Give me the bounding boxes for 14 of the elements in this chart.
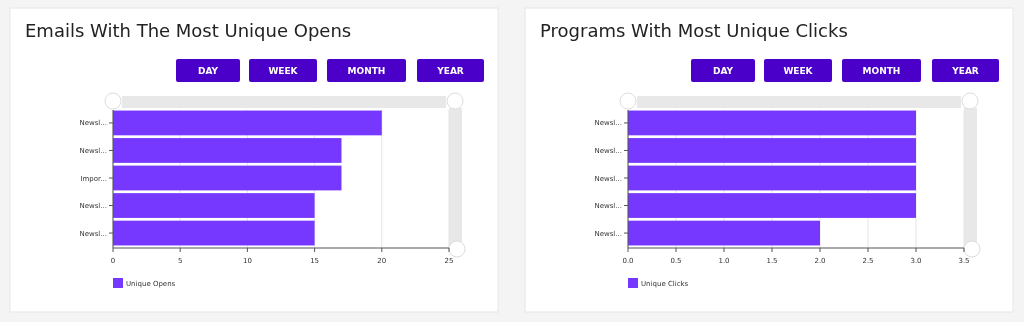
- period-button: WEEK: [249, 59, 317, 82]
- chart-title: Emails With The Most Unique Opens: [25, 20, 352, 41]
- chart-title: Programs With Most Unique Clicks: [540, 20, 848, 41]
- bar: [113, 220, 315, 246]
- bar: [113, 165, 342, 191]
- period-button: DAY: [691, 59, 755, 82]
- bar: [113, 138, 342, 163]
- period-button: DAY: [176, 59, 240, 82]
- period-button: YEAR: [417, 59, 484, 82]
- period-button: YEAR: [932, 59, 999, 82]
- bar: [113, 193, 315, 218]
- period-button: MONTH: [842, 59, 921, 82]
- period-button: MONTH: [327, 59, 406, 82]
- period-button: WEEK: [764, 59, 832, 82]
